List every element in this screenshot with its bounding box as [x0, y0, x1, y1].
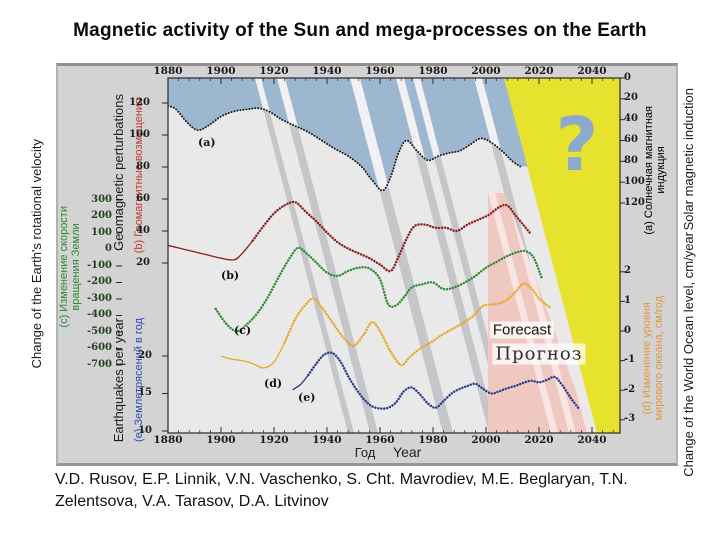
svg-text:(e): (e) — [298, 391, 315, 404]
tick-label: 2000 — [471, 434, 501, 446]
chart-canvas: ? (a) (b) (c) (d) (e) — [116, 77, 625, 434]
tick-label: 2000 — [471, 65, 501, 77]
tick-label: 120 — [129, 96, 150, 108]
tick-label: 80 — [136, 160, 150, 172]
tick-label: 1940 — [312, 65, 342, 77]
tick-label: -200 — [86, 276, 112, 287]
forecast-label-ru: Прогноз — [492, 343, 586, 365]
tick-label: 1920 — [259, 434, 289, 446]
tick-label: 60 — [624, 134, 638, 145]
tick-label: 1880 — [153, 434, 183, 446]
tick-label: 100 — [624, 175, 645, 187]
tick-label: 1900 — [206, 65, 236, 77]
tick-label: 300 — [91, 193, 112, 205]
tick-label: 100 — [129, 128, 150, 140]
tick-label: 0 — [624, 71, 631, 83]
axis-label-earthquakes-en: Earthquakes per year — [111, 318, 126, 443]
tick-label: 1960 — [365, 65, 395, 77]
tick-label: -100 — [86, 259, 112, 271]
tick-label: 1 — [624, 294, 631, 306]
tick-label: 2040 — [577, 65, 607, 77]
tick-label: -600 — [86, 342, 112, 353]
tick-label: 20 — [624, 92, 638, 104]
tick-label: 2 — [624, 265, 631, 277]
tick-label: 80 — [624, 154, 638, 166]
axis-label-solar-induction-ru: (a) Солнечная магнитная индукция — [643, 106, 667, 235]
tick-label: -400 — [86, 309, 112, 320]
tick-label: -1 — [624, 354, 636, 366]
svg-text:(d): (d) — [264, 377, 282, 390]
axis-label-solar-induction-en: Solar magnetic induction — [681, 88, 696, 231]
tick-label: -300 — [86, 292, 112, 304]
tick-label: 15 — [138, 387, 152, 398]
axis-label-rotational-velocity-en: Change of the Earth's rotational velocit… — [29, 139, 44, 369]
tick-label: 1920 — [259, 65, 289, 77]
tick-label: 0 — [624, 324, 631, 336]
tick-label: 1880 — [153, 65, 183, 77]
tick-label: 1980 — [418, 434, 448, 446]
tick-label: 40 — [624, 113, 638, 125]
svg-text:?: ? — [556, 102, 599, 188]
tick-label: -500 — [86, 325, 112, 337]
tick-label: 2020 — [524, 65, 554, 77]
authors-line: V.D. Rusov, E.P. Linnik, V.N. Vaschenko,… — [55, 471, 628, 511]
tick-label: 200 — [91, 210, 112, 221]
figure-panel: ? (a) (b) (c) (d) (e) Geomagnetic perturbatio… — [56, 63, 678, 466]
tick-label: 100 — [91, 226, 112, 238]
tick-label: 120 — [624, 196, 645, 208]
tick-label: 40 — [136, 224, 150, 236]
tick-label: 10 — [138, 424, 152, 436]
page-title: Magnetic activity of the Sun and mega-pr… — [73, 20, 647, 41]
x-axis-title-ru: Год — [354, 445, 376, 460]
tick-label: -700 — [86, 358, 112, 370]
tick-label: 2020 — [524, 434, 554, 446]
x-axis-title: Год Year — [298, 444, 478, 460]
tick-label: 20 — [136, 256, 150, 268]
tick-label: 2040 — [577, 434, 607, 446]
x-axis-title-en: Year — [393, 444, 422, 460]
tick-label: 20 — [138, 349, 152, 361]
tick-label: 0 — [105, 243, 112, 254]
axis-label-ocean-level-en: Change of the World Ocean level, cm/year — [681, 232, 696, 477]
forecast-label-en: Forecast — [489, 321, 555, 339]
tick-label: 1980 — [418, 65, 448, 77]
tick-label: -2 — [624, 383, 636, 395]
svg-text:(b): (b) — [221, 269, 239, 282]
axis-label-earthquakes-ru: (e) Землетрясений в год — [133, 318, 145, 442]
svg-text:(a): (a) — [198, 136, 216, 149]
tick-label: 60 — [136, 192, 150, 204]
tick-label: 1940 — [312, 434, 342, 446]
tick-label: 1900 — [206, 434, 236, 446]
tick-label: -3 — [624, 413, 636, 425]
tick-label: 1960 — [365, 434, 395, 446]
svg-text:(c): (c) — [234, 324, 251, 337]
